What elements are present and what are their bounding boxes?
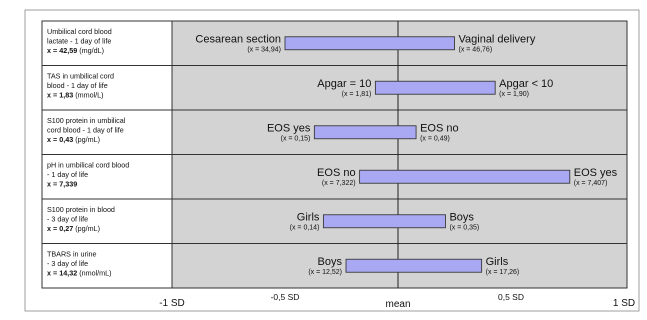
bar-left-label: EOS no xyxy=(317,167,356,179)
row-label-text: S100 protein in umbilical cord blood - 1 … xyxy=(47,116,126,144)
row-value: 1,83 xyxy=(59,91,73,100)
row-label-cell xyxy=(41,20,173,66)
row-label-cell xyxy=(41,154,173,200)
row-label-line: - 1 day of life xyxy=(47,170,88,179)
row-unit: (nmol/mL) xyxy=(77,269,111,278)
bar-right-label: EOS no xyxy=(420,122,459,134)
bar-right-label: Apgar < 10 xyxy=(499,78,553,90)
row-value-prefix: x = xyxy=(47,91,59,100)
row-label-line: - 3 day of life xyxy=(47,215,88,224)
bar-left-sub: (x = 7,322) xyxy=(322,180,356,187)
bar-left-label: Boys xyxy=(318,256,343,268)
x-tick-label: 1 SD xyxy=(613,298,635,309)
bar xyxy=(322,214,446,229)
row-label-text: pH in umbilical cord blood - 1 day of lif… xyxy=(47,161,129,189)
row-value-line: x = 0,27 (pg/mL) xyxy=(47,224,100,233)
row-label-line: - 3 day of life xyxy=(47,259,88,268)
row-unit: (pg/mL) xyxy=(73,135,100,144)
bar-left-label: Cesarean section xyxy=(195,33,281,45)
row-value-line: x = 42,59 (mg/dL) xyxy=(47,46,104,55)
x-tick-label: -0,5 SD xyxy=(271,292,300,302)
bar-left-sub: (x = 0,15) xyxy=(281,135,311,142)
row-value: 0,43 xyxy=(59,135,73,144)
row-unit: (mmol/L) xyxy=(73,91,103,100)
row-label-line: cord blood - 1 day of life xyxy=(47,126,124,135)
bar-left-label: Girls xyxy=(297,211,320,223)
row-label-line: TAS in umbilical cord xyxy=(47,72,114,81)
row-unit: (pg/mL) xyxy=(73,224,100,233)
row-label-cell xyxy=(41,65,173,111)
bar-right-sub: (x = 7,407) xyxy=(574,180,608,187)
row-label-line: S100 protein in blood xyxy=(47,205,115,214)
row-label-text: TAS in umbilical cord blood - 1 day of li… xyxy=(47,72,114,100)
row-value-line: x = 7,339 xyxy=(47,180,77,189)
row-value: 7,339 xyxy=(59,180,77,189)
row-label-line: TBARS in urine xyxy=(47,250,97,259)
plot-border xyxy=(171,20,628,289)
row-value-prefix: x = xyxy=(47,135,59,144)
row-label-line: lactate - 1 day of life xyxy=(47,37,111,46)
row-label-line: S100 protein in umbilical xyxy=(47,116,126,125)
bar-left-sub: (x = 12,52) xyxy=(308,269,342,276)
bar-left-label: EOS yes xyxy=(267,122,311,134)
x-tick-label: -1 SD xyxy=(159,298,185,309)
bar xyxy=(345,258,483,273)
bar-right-sub: (x = 0,49) xyxy=(420,135,450,142)
row-label-line: pH in umbilical cord blood xyxy=(47,161,129,170)
row-value: 0,27 xyxy=(59,224,73,233)
bars-layer xyxy=(284,36,571,273)
row-value-prefix: x = xyxy=(47,269,59,278)
row-value: 14,32 xyxy=(59,269,77,278)
bar-labels-layer: Cesarean section(x = 34,94) Vaginal deliv… xyxy=(195,33,617,276)
x-tick-label: 0,5 SD xyxy=(498,292,524,302)
row-value-prefix: x = xyxy=(47,180,59,189)
row-label-text: Umbilical cord blood lactate - 1 day of l… xyxy=(47,27,112,55)
bar-right-sub: (x = 0,35) xyxy=(449,224,479,231)
bar-right-label: Boys xyxy=(449,211,474,223)
label-column: Umbilical cord blood lactate - 1 day of l… xyxy=(41,20,173,289)
bar-right-sub: (x = 1,90) xyxy=(499,91,529,98)
row-label-text: TBARS in urine - 3 day of life x = 14,32 (… xyxy=(47,250,112,278)
row-unit: (mg/dL) xyxy=(77,46,104,55)
x-tick-label: mean xyxy=(385,299,410,310)
row-value-line: x = 14,32 (nmol/mL) xyxy=(47,269,112,278)
bar xyxy=(284,36,455,51)
row-value-prefix: x = xyxy=(47,224,59,233)
row-value-line: x = 0,43 (pg/mL) xyxy=(47,135,100,144)
row-value: 42,59 xyxy=(59,46,77,55)
row-separators xyxy=(171,20,628,289)
bar-left-sub: (x = 1,81) xyxy=(342,91,372,98)
bar-right-sub: (x = 17,26) xyxy=(486,269,520,276)
row-label-line: blood - 1 day of life xyxy=(47,81,108,90)
bar-right-sub: (x = 46,76) xyxy=(459,46,493,53)
row-value-prefix: x = xyxy=(47,46,59,55)
bar xyxy=(359,169,571,184)
row-label-text: S100 protein in blood - 3 day of life x = … xyxy=(47,205,115,233)
bar-left-label: Apgar = 10 xyxy=(317,78,371,90)
bar-right-label: EOS yes xyxy=(574,167,618,179)
row-value-line: x = 1,83 (mmol/L) xyxy=(47,91,104,100)
x-axis-ticks: -1 SD -0,5 SD mean 0,5 SD 1 SD xyxy=(159,292,635,310)
row-label-line: Umbilical cord blood xyxy=(47,27,112,36)
bar xyxy=(374,80,496,95)
bar-left-sub: (x = 34,94) xyxy=(247,46,281,53)
bar-right-label: Girls xyxy=(486,256,509,268)
bar-left-sub: (x = 0,14) xyxy=(290,224,320,231)
bar xyxy=(313,125,417,140)
bar-right-label: Vaginal delivery xyxy=(459,33,536,45)
